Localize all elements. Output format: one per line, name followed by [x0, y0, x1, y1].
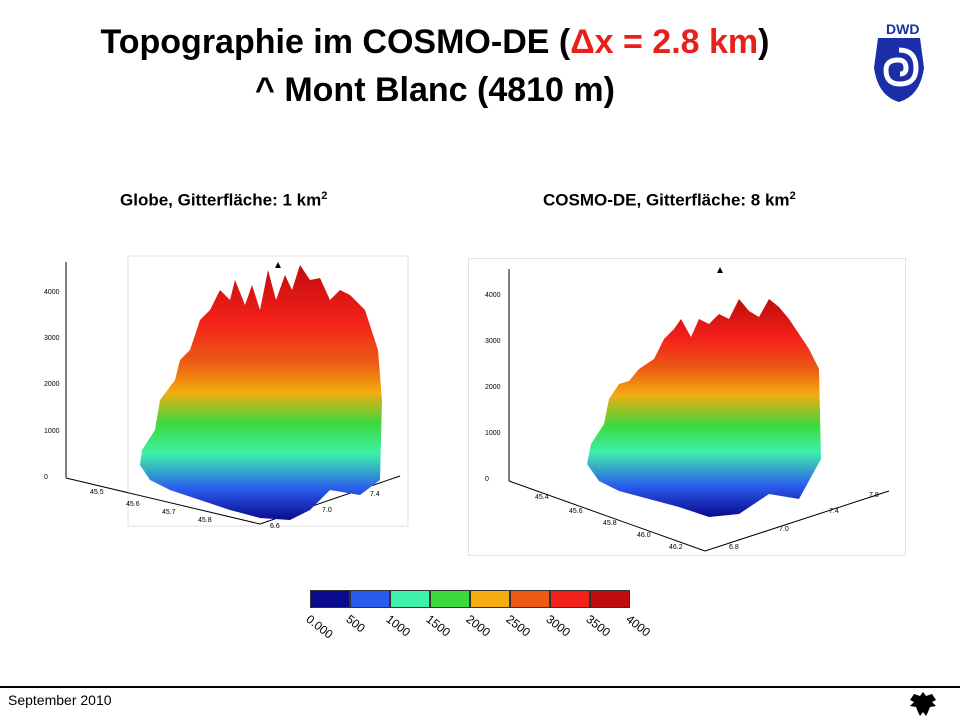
swirl-icon [883, 47, 919, 87]
footer-divider [0, 686, 960, 688]
panel-label-right: COSMO-DE, Gitterfläche: 8 km2 [543, 190, 796, 210]
y-tick: 45.6 [569, 508, 583, 515]
x-tick: 7.0 [322, 507, 332, 514]
y-tick: 45.8 [603, 520, 617, 527]
dwd-logo: DWD [874, 21, 924, 102]
z-tick: 1000 [485, 430, 501, 437]
z-tick: 4000 [485, 292, 501, 299]
x-tick: 7.8 [869, 492, 879, 499]
terrain-surface [587, 299, 821, 517]
legend-label: 3000 [543, 612, 574, 640]
legend-label: 3500 [583, 612, 614, 640]
title-text-end: ) [758, 23, 770, 61]
legend-swatch-3 [430, 590, 470, 608]
y-axis [65, 477, 261, 525]
slide-title: Topographie im COSMO-DE (Δx = 2.8 km) ^ … [0, 18, 870, 114]
title-line-2: ^ Mont Blanc (4810 m) [255, 71, 615, 109]
legend-swatch-4 [470, 590, 510, 608]
footer-date: September 2010 [8, 692, 112, 708]
legend-label: 2000 [463, 612, 494, 640]
terrain-plot-cosmo: 0 1000 2000 3000 4000 45.4 45.6 45.8 46.… [468, 258, 906, 556]
legend-label: 0.000 [303, 612, 336, 642]
y-tick: 45.4 [535, 494, 549, 501]
y-tick: 45.6 [126, 501, 140, 508]
legend-swatch-2 [390, 590, 430, 608]
dwd-logo-text: DWD [886, 21, 919, 37]
x-tick: 7.4 [370, 491, 380, 498]
x-tick: 6.6 [270, 523, 280, 530]
legend-swatch-7 [590, 590, 630, 608]
y-tick: 45.8 [198, 517, 212, 524]
x-tick: 7.0 [779, 526, 789, 533]
summit-marker [717, 267, 723, 273]
terrain-plot-globe: 0 1000 2000 3000 4000 45.5 45.6 45.7 45.… [30, 250, 410, 530]
z-tick: 0 [485, 476, 489, 483]
x-axis [704, 490, 890, 552]
title-line-1: Topographie im COSMO-DE (Δx = 2.8 km) [0, 18, 870, 66]
z-tick: 3000 [44, 335, 60, 342]
y-tick: 46.0 [637, 532, 651, 539]
legend-label: 500 [343, 612, 368, 636]
legend-swatch-1 [350, 590, 390, 608]
y-tick: 45.7 [162, 509, 176, 516]
z-tick: 0 [44, 474, 48, 481]
z-tick: 2000 [485, 384, 501, 391]
y-tick: 45.5 [90, 489, 104, 496]
legend-swatch-6 [550, 590, 590, 608]
color-legend: 0.000 500 1000 1500 2000 2500 3000 3500 … [303, 590, 682, 650]
title-text: Topographie im COSMO-DE ( [100, 23, 571, 61]
legend-label: 4000 [623, 612, 654, 640]
summit-marker [275, 262, 281, 268]
y-tick: 46.2 [669, 544, 683, 551]
eagle-icon [910, 692, 936, 716]
x-tick: 7.4 [829, 508, 839, 515]
legend-label: 1500 [423, 612, 454, 640]
y-axis [508, 480, 706, 552]
legend-swatch-0 [310, 590, 350, 608]
z-tick: 1000 [44, 428, 60, 435]
z-tick: 2000 [44, 381, 60, 388]
legend-label: 1000 [383, 612, 414, 640]
z-tick: 3000 [485, 338, 501, 345]
terrain-surface [140, 265, 382, 520]
legend-label: 2500 [503, 612, 534, 640]
x-tick: 6.8 [729, 544, 739, 551]
title-delta-x: Δx = 2.8 km [570, 23, 759, 61]
z-tick: 4000 [44, 289, 60, 296]
panel-label-left: Globe, Gitterfläche: 1 km2 [120, 190, 328, 210]
legend-swatch-5 [510, 590, 550, 608]
